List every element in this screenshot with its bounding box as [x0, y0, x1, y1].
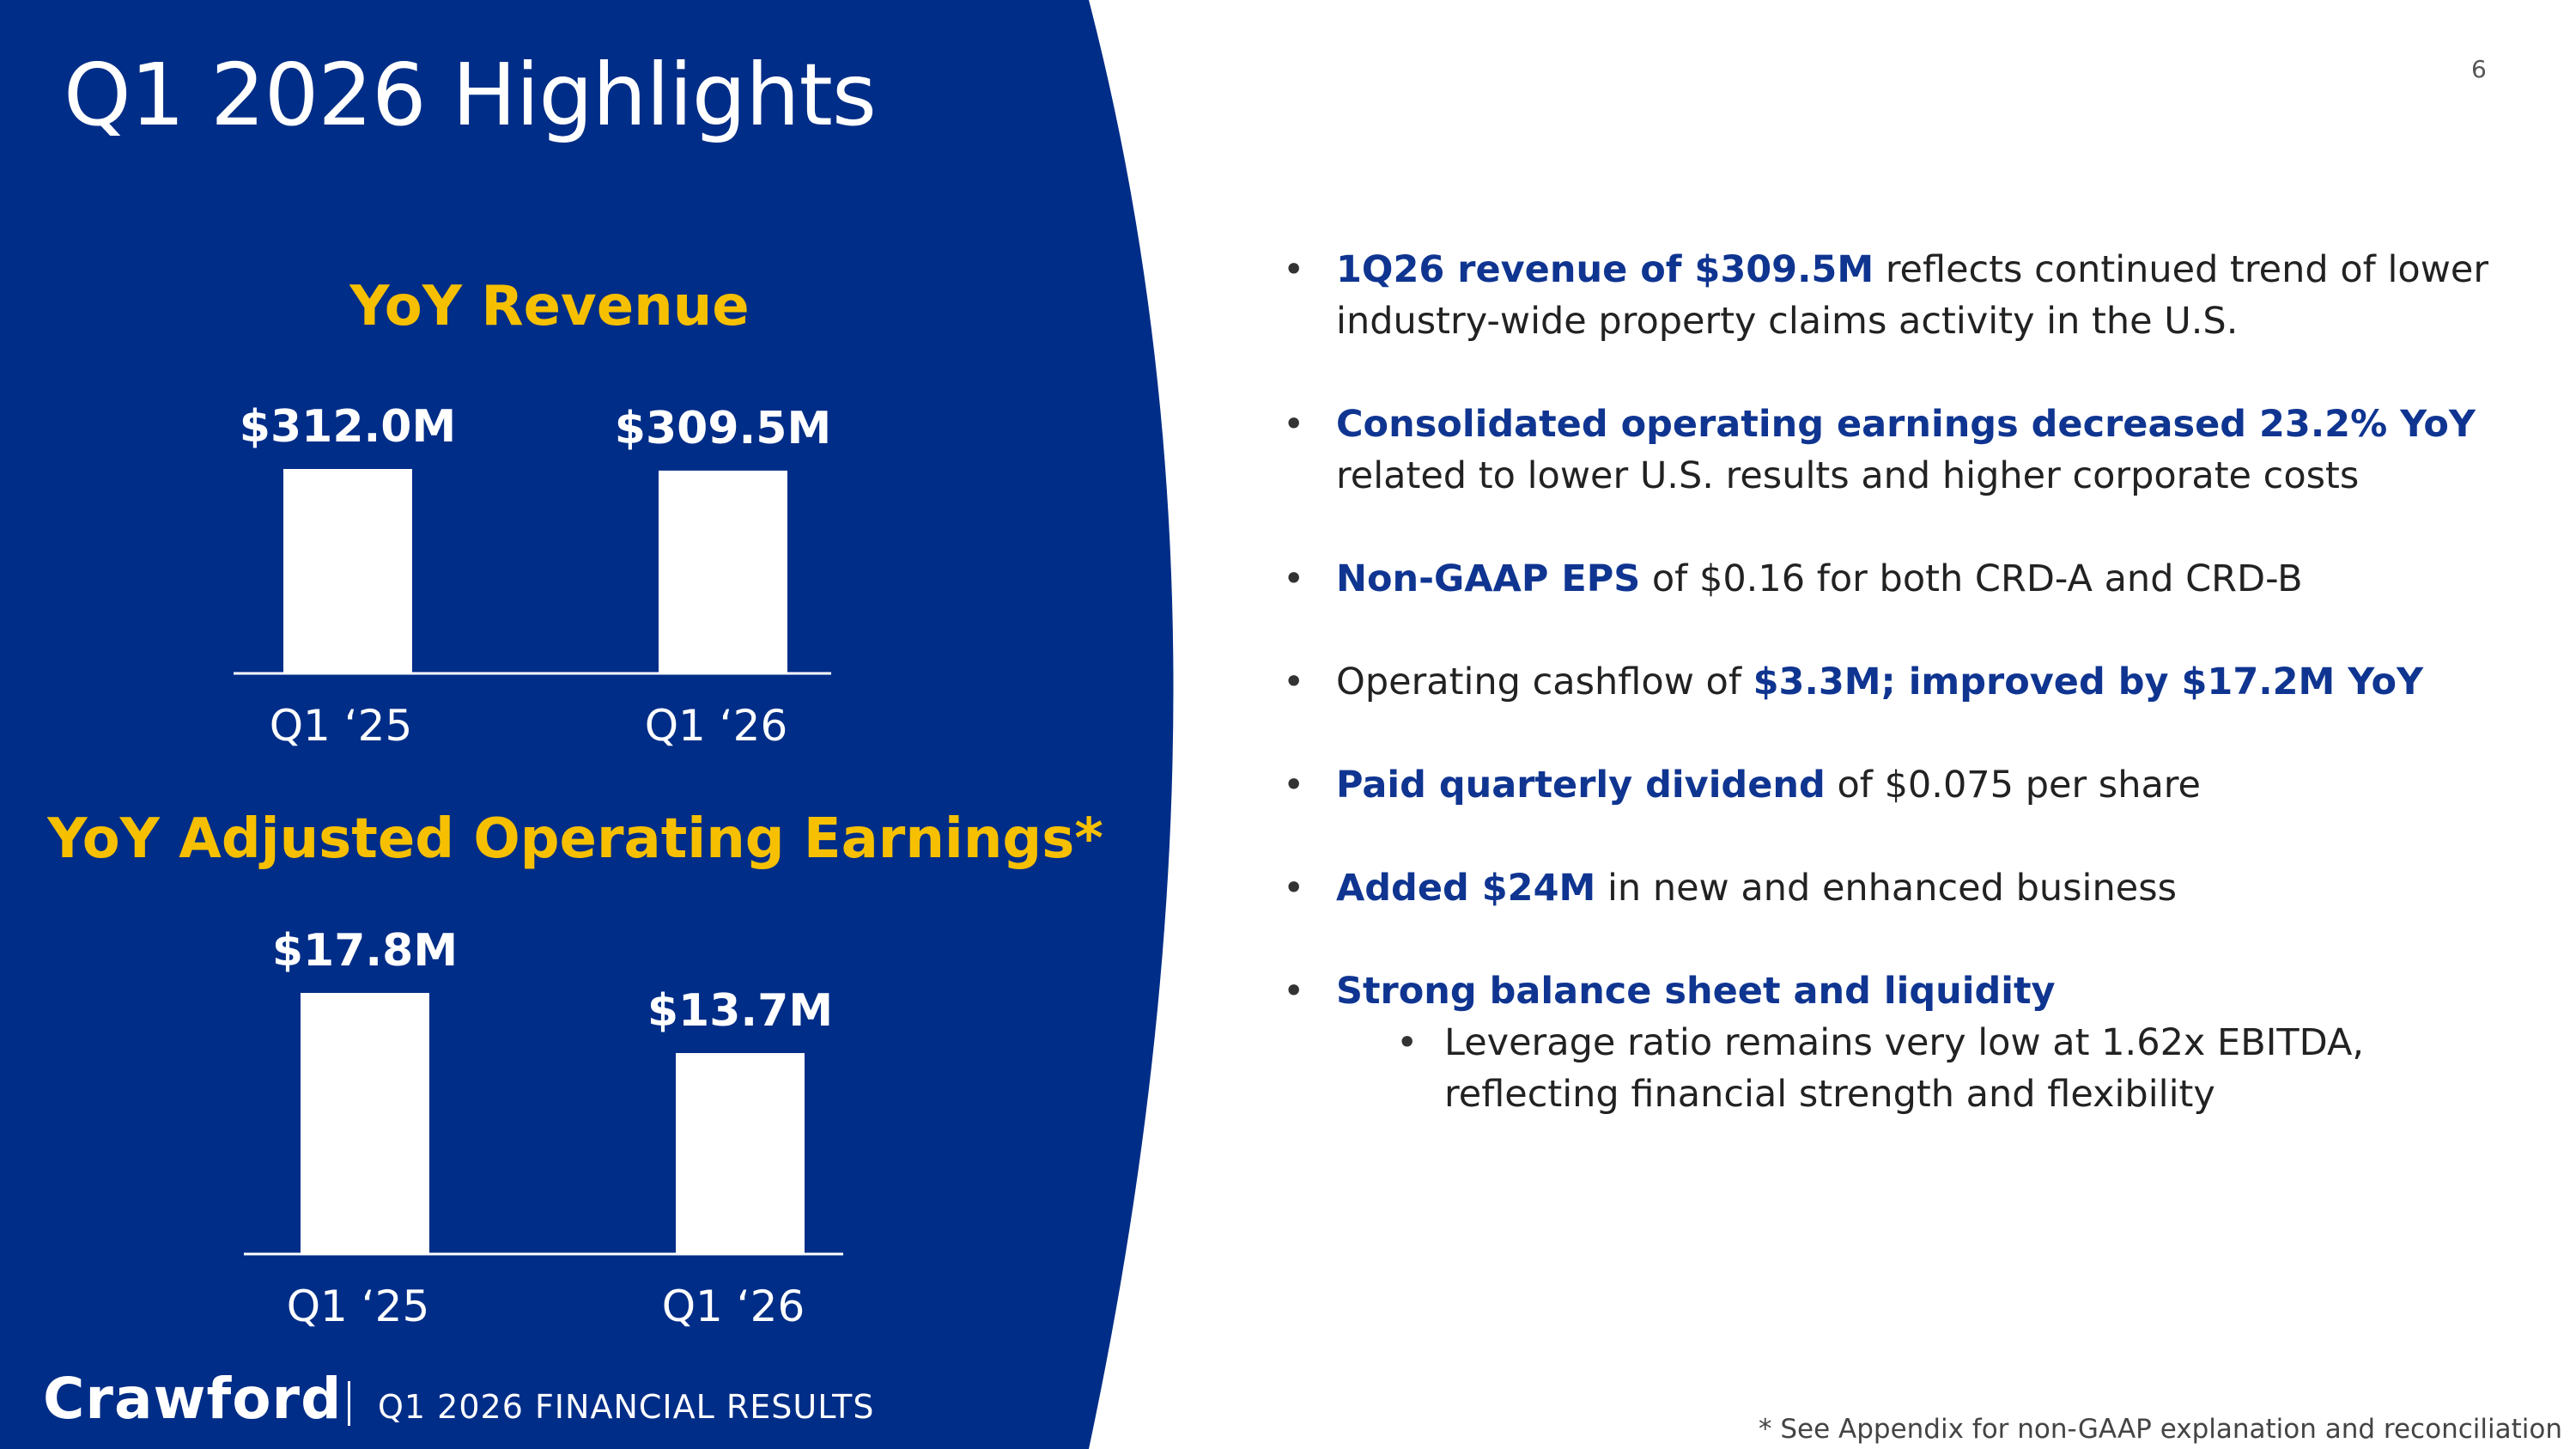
tick-label-1: Q1 ‘25 — [287, 1282, 430, 1331]
tick-label-2: Q1 ‘26 — [662, 1282, 805, 1331]
data-label-1: $312.0M — [240, 401, 456, 453]
bar-2 — [659, 470, 787, 673]
blue-panel-shape — [0, 0, 1174, 1449]
highlight-text: of $0.16 for both CRD-A and CRD-B — [1640, 557, 2303, 600]
earnings-chart: $17.8M Q1 ‘25 $13.7M Q1 ‘26 — [244, 925, 843, 1331]
crawford-logo: Crawford — [43, 1366, 343, 1432]
footer-text: Q1 2026 FINANCIAL RESULTS — [378, 1388, 875, 1426]
highlight-text: in new and enhanced business — [1595, 867, 2177, 910]
highlight-emphasis: Non-GAAP EPS — [1336, 557, 1641, 600]
highlight-emphasis: 1Q26 revenue of $309.5M — [1336, 248, 1874, 291]
page-title: Q1 2026 Highlights — [64, 45, 877, 145]
earnings-chart-title: YoY Adjusted Operating Earnings* — [47, 807, 1103, 871]
highlights-list: 1Q26 revenue of $309.5M reflects continu… — [1283, 244, 2519, 1172]
highlight-text: Operating cashflow of — [1336, 661, 1753, 703]
data-label-2: $13.7M — [647, 985, 833, 1037]
page-number: 6 — [2471, 55, 2487, 83]
highlight-text: reflects continued trend of lower indust… — [1336, 248, 2488, 343]
highlight-item: Added $24M in new and enhanced business — [1283, 862, 2519, 914]
sub-list: Leverage ratio remains very low at 1.62x… — [1336, 1017, 2519, 1120]
footer-divider — [348, 1381, 350, 1426]
tick-label-1: Q1 ‘25 — [270, 701, 413, 751]
highlight-item: Paid quarterly dividend of $0.075 per sh… — [1283, 759, 2519, 811]
bar-1 — [283, 469, 412, 673]
tick-label-2: Q1 ‘26 — [645, 701, 788, 751]
highlight-item: Operating cashflow of $3.3M; improved by… — [1283, 656, 2519, 708]
highlight-text: of $0.075 per share — [1825, 764, 2201, 807]
highlight-item: Consolidated operating earnings decrease… — [1283, 399, 2519, 502]
bar-2 — [676, 1053, 805, 1254]
highlight-text: related to lower U.S. results and higher… — [1336, 454, 2360, 497]
highlight-item: Strong balance sheet and liquidityLevera… — [1283, 965, 2519, 1120]
sub-item: Leverage ratio remains very low at 1.62x… — [1336, 1017, 2519, 1120]
highlight-emphasis: Consolidated operating earnings decrease… — [1336, 403, 2476, 446]
data-label-1: $17.8M — [272, 925, 458, 977]
revenue-chart: $312.0M Q1 ‘25 $309.5M Q1 ‘26 — [234, 401, 831, 751]
highlight-emphasis: $3.3M; improved by $17.2M YoY — [1753, 661, 2424, 703]
highlight-item: 1Q26 revenue of $309.5M reflects continu… — [1283, 244, 2519, 347]
revenue-chart-title: YoY Revenue — [349, 275, 750, 338]
footnote: * See Appendix for non-GAAP explanation … — [1759, 1414, 2562, 1445]
highlight-emphasis: Paid quarterly dividend — [1336, 764, 1826, 807]
data-label-2: $309.5M — [615, 403, 831, 454]
highlight-emphasis: Added $24M — [1336, 867, 1596, 910]
highlight-item: Non-GAAP EPS of $0.16 for both CRD-A and… — [1283, 553, 2519, 605]
bar-1 — [301, 993, 429, 1254]
highlight-emphasis: Strong balance sheet and liquidity — [1336, 970, 2056, 1013]
